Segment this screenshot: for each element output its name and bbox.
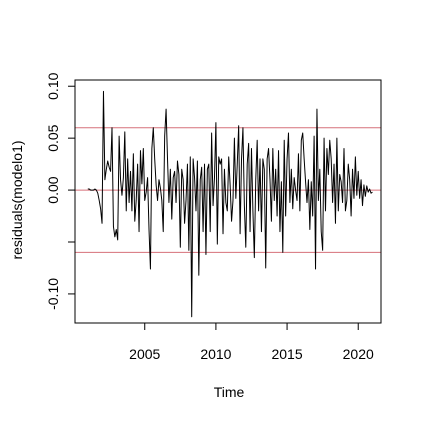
x-axis-label: Time xyxy=(214,384,245,400)
x-tick-label: 2010 xyxy=(200,346,231,362)
x-tick-label: 2020 xyxy=(343,346,374,362)
y-axis: -0.10 0.00 0.05 0.10 xyxy=(45,72,76,310)
x-tick-label: 2005 xyxy=(129,346,160,362)
y-tick-label: 0.10 xyxy=(45,72,61,99)
x-tick-label: 2015 xyxy=(271,346,302,362)
y-tick-label: 0.00 xyxy=(45,176,61,203)
y-axis-label: residuals(modelo1) xyxy=(9,140,25,259)
y-tick-label: -0.10 xyxy=(45,278,61,310)
x-axis: 2005 2010 2015 2020 xyxy=(129,322,374,362)
y-tick-label: 0.05 xyxy=(45,124,61,151)
series-line-0 xyxy=(87,90,373,318)
series-group xyxy=(87,90,373,318)
